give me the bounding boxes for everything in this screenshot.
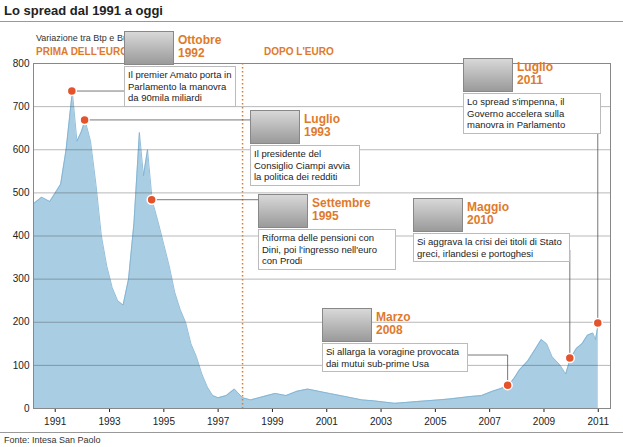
- svg-text:1999: 1999: [261, 416, 284, 427]
- svg-text:2009: 2009: [533, 416, 556, 427]
- svg-text:DOPO L'EURO: DOPO L'EURO: [264, 46, 334, 57]
- html-text:Fonte: Intesa San Paolo: Fonte: Intesa San Paolo: [4, 435, 101, 445]
- svg-text:PRIMA DELL'EURO: PRIMA DELL'EURO: [36, 46, 128, 57]
- svg-text:2001: 2001: [316, 416, 339, 427]
- html-text:Ottobre 1992: Ottobre 1992: [178, 33, 222, 60]
- svg-text:400: 400: [13, 230, 30, 241]
- svg-text:2003: 2003: [370, 416, 393, 427]
- html-text:Lo spread s'impenna, il Govern: Lo spread s'impenna, il Governo accelera…: [467, 96, 566, 130]
- svg-text:500: 500: [13, 187, 30, 198]
- svg-text:2005: 2005: [424, 416, 447, 427]
- html-text:Settembre 1995: Settembre 1995: [312, 196, 371, 223]
- svg-text:2011: 2011: [588, 416, 610, 427]
- svg-text:1995: 1995: [153, 416, 176, 427]
- html-text:Il premier Amato porta in Parl: Il premier Amato porta in Parlamento la …: [128, 69, 232, 103]
- svg-text:600: 600: [13, 144, 30, 155]
- html-text:Il presidente del Consiglio Ci: Il presidente del Consiglio Ciampi avvia…: [254, 148, 351, 182]
- svg-text:800: 800: [13, 58, 30, 69]
- html-text:Si aggrava la crisi dei titoli: Si aggrava la crisi dei titoli di Stato …: [417, 236, 562, 259]
- html-text:Marzo 2008: Marzo 2008: [376, 310, 411, 337]
- html-text:Luglio 2011: Luglio 2011: [517, 60, 553, 87]
- svg-text:1991: 1991: [44, 416, 67, 427]
- svg-text:2007: 2007: [479, 416, 502, 427]
- svg-text:100: 100: [13, 360, 30, 371]
- svg-text:1993: 1993: [98, 416, 121, 427]
- svg-text:0: 0: [24, 403, 30, 414]
- html-text:Luglio 1993: Luglio 1993: [304, 112, 340, 139]
- svg-text:200: 200: [13, 316, 30, 327]
- svg-text:300: 300: [13, 273, 30, 284]
- html-text:Maggio 2010: Maggio 2010: [467, 200, 509, 227]
- svg-text:Variazione tra Btp e Bund: Variazione tra Btp e Bund: [36, 33, 138, 43]
- html-text:Si allarga la voragine provoca: Si allarga la voragine provocata dai mut…: [326, 346, 460, 369]
- svg-text:1997: 1997: [207, 416, 230, 427]
- html-text:Lo spread dal 1991 a oggi: Lo spread dal 1991 a oggi: [4, 3, 163, 18]
- html-text:Riforma delle pensioni con Din: Riforma delle pensioni con Dini, poi l'i…: [262, 232, 378, 266]
- svg-text:700: 700: [13, 101, 30, 112]
